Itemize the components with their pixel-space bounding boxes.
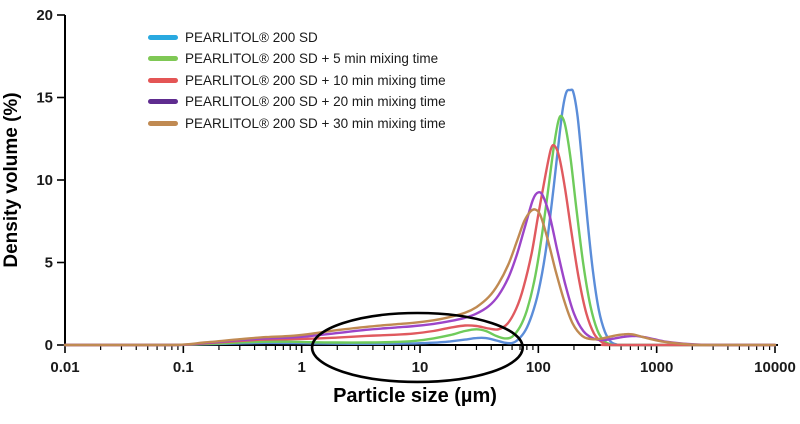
annotation-layer (310, 311, 524, 384)
series-curve-1 (63, 114, 777, 347)
legend-item: PEARLITOL® 200 SD + 20 min mixing time (148, 95, 446, 110)
y-axis-title: Density volume (%) (1, 92, 22, 267)
legend-swatch-purple (148, 99, 178, 105)
series-layer (63, 88, 777, 347)
legend: PEARLITOL® 200 SD PEARLITOL® 200 SD + 5 … (148, 30, 446, 131)
legend-label: PEARLITOL® 200 SD (185, 29, 318, 45)
x-tick-label: 1000 (640, 359, 673, 376)
legend-swatch-brown (148, 120, 178, 126)
fines-region-ellipse (310, 311, 524, 384)
x-tick-label: 10 (412, 359, 429, 376)
x-tick-label: 0.01 (50, 359, 79, 376)
legend-swatch-green (148, 56, 178, 62)
x-tick-label: 0.1 (173, 359, 194, 376)
x-tick-label: 1 (297, 359, 305, 376)
legend-item: PEARLITOL® 200 SD + 10 min mixing time (148, 73, 446, 88)
y-tick-label: 20 (36, 7, 53, 24)
legend-swatch-blue (148, 34, 178, 40)
x-tick-label: 10000 (754, 359, 796, 376)
legend-label: PEARLITOL® 200 SD + 5 min mixing time (185, 51, 439, 66)
legend-item: PEARLITOL® 200 SD + 5 min mixing time (148, 52, 446, 67)
y-tick-label: 0 (45, 337, 53, 354)
legend-swatch-red (148, 77, 178, 83)
x-tick-label: 100 (526, 359, 551, 376)
legend-item: PEARLITOL® 200 SD (148, 30, 446, 45)
series-curve-4 (63, 208, 777, 347)
legend-label: PEARLITOL® 200 SD + 10 min mixing time (185, 72, 446, 88)
y-tick-label: 10 (36, 172, 53, 189)
series-curve-2 (63, 143, 777, 347)
y-tick-label: 5 (45, 255, 53, 272)
legend-item: PEARLITOL® 200 SD + 30 min mixing time (148, 116, 446, 131)
x-axis-title: Particle size (µm) (333, 385, 497, 407)
y-tick-label: 15 (36, 90, 53, 107)
legend-label: PEARLITOL® 200 SD + 20 min mixing time (185, 94, 446, 109)
legend-label: PEARLITOL® 200 SD + 30 min mixing time (185, 115, 446, 131)
